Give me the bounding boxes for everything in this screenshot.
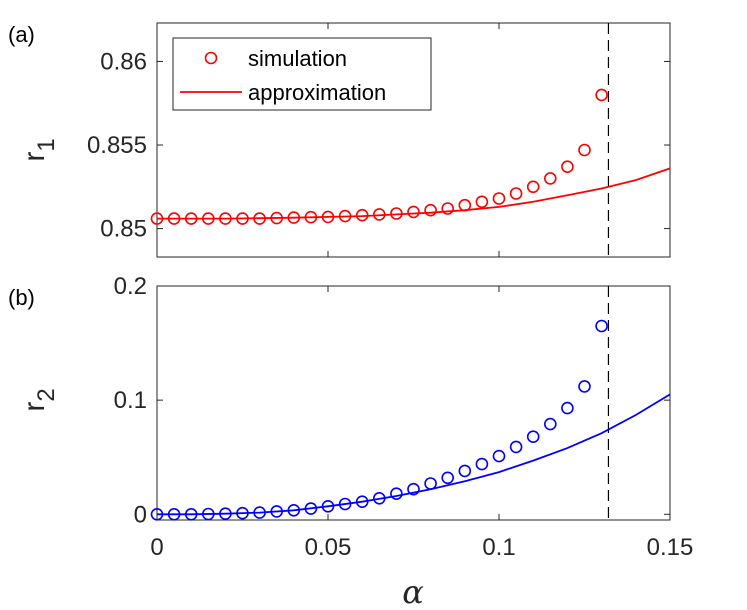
panel-b-simulation-point [253,506,266,519]
x-tick-label: 0.15 [647,534,694,561]
panel-a-simulation-point [509,187,523,200]
panel-b-simulation-point [407,482,420,496]
legend-box [172,37,432,111]
panel-a-simulation-point [219,212,232,225]
panel-a-simulation-point [150,212,164,225]
panel-b-simulation-point [372,491,386,505]
panel-a-simulation-point [475,195,489,209]
panel-a-simulation-point [270,211,284,225]
panel-b-simulation-point [543,417,557,431]
x-tick-label: 0.1 [482,534,515,561]
panel-b-simulation-point [270,505,284,518]
panel-b-simulation-point [561,401,574,415]
panel-a-simulation-point [184,212,198,225]
panel-b-simulation-point [578,380,591,393]
panel-b-simulation-point [424,477,437,490]
panel-b-label: (b) [8,285,35,310]
panel-a-ytick-label: 0.85 [100,216,147,243]
svg-text:r1: r1 [18,138,60,161]
panel-a-simulation-point [253,212,266,225]
panel-a-ytick-label: 0.86 [100,48,147,75]
panel-a-simulation-point [390,207,403,220]
panel-a-label: (a) [8,22,35,47]
panel-b-simulation-point [321,499,335,513]
panel-a: (a) 0.85 0.855 0.86 r1 simulation approxim… [8,22,671,258]
panel-a-simulation-point [372,208,386,221]
panel-b-simulation-point [441,471,455,485]
panel-a-simulation-point [578,143,591,157]
panel-b-simulation-point [509,440,523,454]
panel-b-simulation-point [184,507,198,521]
panel-a-simulation-point [236,212,249,225]
panel-b-simulation-point [167,507,181,521]
panel-a-simulation-point [338,209,352,223]
svg-text:r2: r2 [18,388,60,411]
panel-b-y-label-sub: 2 [33,388,60,401]
panel-a-simulation-point [561,160,574,173]
panel-a-simulation-point [355,208,369,222]
panel-b-simulation-point [458,464,472,478]
panel-b-y-label-main: r [18,402,51,412]
panel-b-simulation-point [338,497,352,511]
panel-a-simulation-point [321,210,335,224]
panel-a-simulation-point [287,211,301,224]
panel-a-simulation-point [458,198,472,212]
panel-a-y-label-main: r [18,152,51,162]
legend-approximation-label: approximation [248,80,386,105]
x-axis-label: α [402,573,424,610]
panel-b-simulation-point [304,502,318,515]
panel-a-simulation-point [595,88,608,102]
panel-b: (b) 0 0.1 0.2 0 0.05 0.1 0.15 r2 [8,273,693,561]
legend: simulation approximation [172,37,432,111]
panel-a-simulation-point [492,192,506,205]
panel-b-simulation-point [595,319,608,333]
legend-simulation-marker [204,51,218,65]
panel-a-y-label: r1 [18,138,60,161]
panel-b-approximation-line [157,393,671,516]
panel-a-y-label-sub: 1 [33,138,60,151]
panel-b-simulation-point [202,507,215,521]
panel-b-simulation-point [236,506,249,520]
panel-b-simulation-point [526,430,540,444]
panel-b-ytick-label: 0 [134,501,147,528]
panel-a-simulation-point [424,203,437,217]
x-tick-label: 0 [150,534,163,561]
panel-b-simulation-point [355,495,369,509]
panel-b-ytick-label: 0.1 [114,387,147,414]
panel-a-simulation-point [407,205,420,219]
panel-b-simulation-point [287,503,301,517]
panel-b-ytick-label: 0.2 [114,273,147,300]
panel-a-simulation-point [167,212,181,225]
panel-b-simulation-point [475,457,489,471]
panel-b-simulation-point [150,507,164,521]
panel-b-simulation-point [219,507,232,521]
panel-b-simulation-point [390,487,403,501]
panel-a-approximation-line [157,167,671,220]
panel-a-simulation-point [526,180,540,194]
panel-b-axes-box [156,285,671,521]
panel-b-simulation-point [492,449,506,463]
panel-a-simulation-point [441,202,455,215]
x-tick-label: 0.05 [305,534,352,561]
panel-a-simulation-point [543,172,557,185]
panel-a-simulation-point [202,212,215,225]
panel-a-simulation-point [304,210,318,224]
panel-b-y-label: r2 [18,388,60,411]
panel-a-ytick-label: 0.855 [87,132,147,159]
legend-simulation-label: simulation [248,46,347,71]
